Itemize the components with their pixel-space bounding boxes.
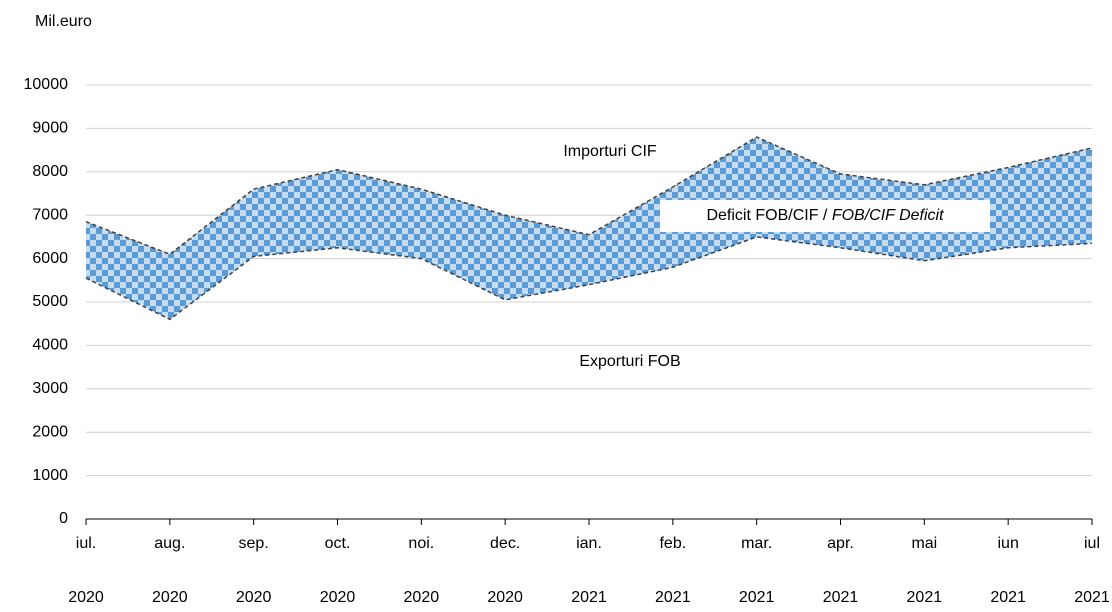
band-label-italic: FOB/CIF Deficit bbox=[832, 207, 944, 224]
x-tick-year: 2021 bbox=[655, 589, 691, 606]
y-tick-label: 6000 bbox=[32, 250, 68, 267]
series-label: Importuri CIF bbox=[563, 143, 657, 160]
y-tick-label: 1000 bbox=[32, 467, 68, 484]
x-tick-label: mar. bbox=[741, 535, 772, 552]
x-tick-year: 2020 bbox=[487, 589, 523, 606]
x-tick-year: 2021 bbox=[907, 589, 943, 606]
y-tick-label: 4000 bbox=[32, 337, 68, 354]
y-tick-label: 0 bbox=[59, 510, 68, 527]
x-tick-year: 2020 bbox=[404, 589, 440, 606]
x-tick-label: sep. bbox=[239, 535, 269, 552]
x-tick-label: oct. bbox=[325, 535, 351, 552]
y-tick-label: 3000 bbox=[32, 380, 68, 397]
series-line bbox=[85, 236, 1093, 321]
x-tick-year: 2021 bbox=[990, 589, 1026, 606]
y-axis-label: Mil.euro bbox=[35, 13, 92, 30]
x-tick-year: 2020 bbox=[320, 589, 356, 606]
band-label-box bbox=[660, 200, 990, 232]
x-tick-year: 2020 bbox=[68, 589, 104, 606]
y-tick-label: 7000 bbox=[32, 206, 68, 223]
x-tick-label: aug. bbox=[154, 535, 185, 552]
series-label: Exporturi FOB bbox=[579, 353, 680, 370]
deficit-area bbox=[86, 137, 1092, 320]
x-tick-label: ian. bbox=[576, 535, 602, 552]
y-tick-label: 10000 bbox=[24, 76, 69, 93]
x-tick-year: 2021 bbox=[1074, 589, 1110, 606]
x-tick-label: iul bbox=[1084, 535, 1100, 552]
series-line bbox=[85, 136, 1093, 256]
x-tick-label: iun bbox=[997, 535, 1018, 552]
x-tick-label: iul. bbox=[76, 535, 96, 552]
band-label: Deficit FOB/CIF / FOB/CIF Deficit bbox=[706, 207, 944, 224]
x-tick-label: noi. bbox=[408, 535, 434, 552]
y-tick-label: 2000 bbox=[32, 423, 68, 440]
x-tick-label: apr. bbox=[827, 535, 854, 552]
x-tick-year: 2021 bbox=[571, 589, 607, 606]
x-tick-label: dec. bbox=[490, 535, 520, 552]
x-tick-label: feb. bbox=[659, 535, 686, 552]
x-tick-year: 2020 bbox=[152, 589, 188, 606]
x-tick-label: mai bbox=[911, 535, 937, 552]
x-tick-year: 2020 bbox=[236, 589, 272, 606]
y-tick-label: 8000 bbox=[32, 163, 68, 180]
y-tick-label: 5000 bbox=[32, 293, 68, 310]
x-tick-year: 2021 bbox=[823, 589, 859, 606]
x-tick-year: 2021 bbox=[739, 589, 775, 606]
y-tick-label: 9000 bbox=[32, 120, 68, 137]
band-label-text: Deficit FOB/CIF / bbox=[706, 207, 827, 224]
